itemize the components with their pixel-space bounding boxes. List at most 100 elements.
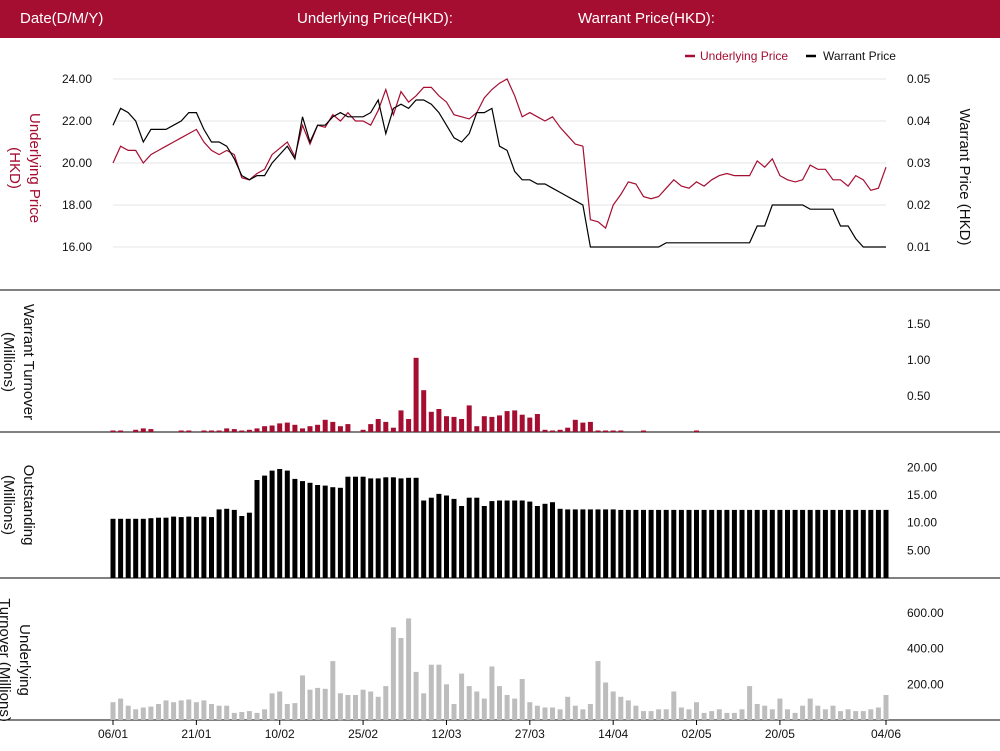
price-panel: 16.00 18.00 20.00 22.00 24.00 0.01 0.02 0.03 0.0… — [0, 49, 1000, 721]
bar — [497, 500, 502, 578]
bar — [406, 477, 412, 578]
y-tick-label: 10.00 — [907, 516, 937, 530]
bar — [754, 509, 760, 578]
bar — [489, 666, 495, 720]
y-tick-label: 15.00 — [907, 488, 937, 502]
bar — [678, 707, 684, 720]
bar — [633, 509, 639, 578]
bar — [587, 509, 593, 578]
bar — [315, 687, 321, 720]
bar — [269, 470, 275, 578]
bar — [595, 430, 601, 432]
bar — [603, 509, 609, 578]
bar — [148, 706, 154, 720]
bar — [731, 712, 737, 720]
bar — [246, 429, 252, 432]
bar — [186, 516, 192, 578]
bar — [701, 712, 707, 720]
bar — [777, 698, 783, 720]
y-tick-label-right: 0.05 — [907, 72, 931, 86]
bar — [610, 509, 616, 578]
bar — [193, 702, 199, 720]
bar — [565, 427, 571, 432]
bar — [125, 518, 131, 578]
bar — [148, 518, 154, 578]
bar — [262, 709, 268, 720]
bar — [254, 712, 260, 720]
x-tick-label: 21/01 — [181, 727, 211, 741]
bar — [762, 705, 768, 720]
bar — [292, 703, 298, 720]
y-tick-label-right: 0.01 — [907, 240, 931, 254]
bar — [557, 429, 563, 432]
date-label: Date(D/M/Y) — [20, 10, 104, 27]
bar — [284, 470, 290, 578]
bar — [716, 509, 722, 578]
bar — [444, 684, 449, 720]
bar — [307, 426, 313, 432]
bar — [451, 416, 457, 432]
bar — [163, 700, 169, 720]
bar — [193, 517, 199, 578]
bar — [565, 509, 571, 578]
bar — [542, 707, 548, 720]
bar — [201, 430, 207, 432]
bar — [375, 478, 381, 578]
y-axis-label: Warrant Turnover(Millions) — [0, 304, 37, 420]
bar — [504, 695, 510, 720]
bar — [231, 509, 237, 578]
bar — [830, 705, 836, 720]
bar — [216, 509, 222, 578]
y-axis-label: Outstanding(Millions) — [0, 465, 37, 546]
bar — [504, 411, 510, 432]
header-bar: Date(D/M/Y) Underlying Price(HKD): Warra… — [0, 0, 1000, 38]
bar — [777, 509, 783, 578]
bar — [838, 711, 843, 720]
bar — [815, 509, 821, 578]
bar — [284, 704, 290, 720]
bar — [663, 709, 669, 720]
bar — [307, 689, 313, 720]
y-axis-label-left-line2: (HKD) — [6, 147, 23, 189]
x-axis: 06/01 21/01 10/02 25/02 12/03 27/03 14/04 02/05… — [98, 720, 901, 741]
bar — [368, 478, 374, 578]
bar — [459, 673, 465, 720]
bar — [822, 709, 828, 720]
bar — [550, 430, 555, 432]
bar — [428, 497, 434, 578]
bar — [875, 509, 881, 578]
bar — [201, 516, 207, 578]
bar — [474, 426, 480, 432]
bar — [656, 509, 662, 578]
bar — [444, 495, 449, 578]
bar — [641, 509, 646, 578]
bar — [201, 700, 207, 720]
bar — [315, 485, 321, 578]
bar — [140, 707, 146, 720]
bar — [618, 696, 624, 720]
bar — [557, 508, 563, 578]
bar — [474, 497, 480, 578]
bar — [209, 704, 214, 720]
bar — [140, 518, 146, 578]
bar — [474, 691, 480, 720]
bar — [216, 430, 222, 432]
x-tick-label: 14/04 — [598, 727, 628, 741]
bar — [337, 487, 343, 578]
x-tick-label: 27/03 — [515, 727, 545, 741]
bar — [481, 416, 487, 432]
bar — [110, 702, 116, 720]
bar — [322, 419, 328, 432]
bar — [413, 477, 419, 578]
bar — [292, 424, 298, 432]
y-tick-label: 0.50 — [907, 389, 931, 403]
bar — [868, 509, 874, 578]
bar — [300, 675, 305, 720]
y-tick-label: 20.00 — [907, 460, 937, 474]
bar — [383, 421, 389, 432]
bar — [875, 707, 881, 720]
bar — [383, 686, 389, 720]
bar — [421, 390, 427, 432]
y-tick-label: 200.00 — [907, 677, 944, 691]
